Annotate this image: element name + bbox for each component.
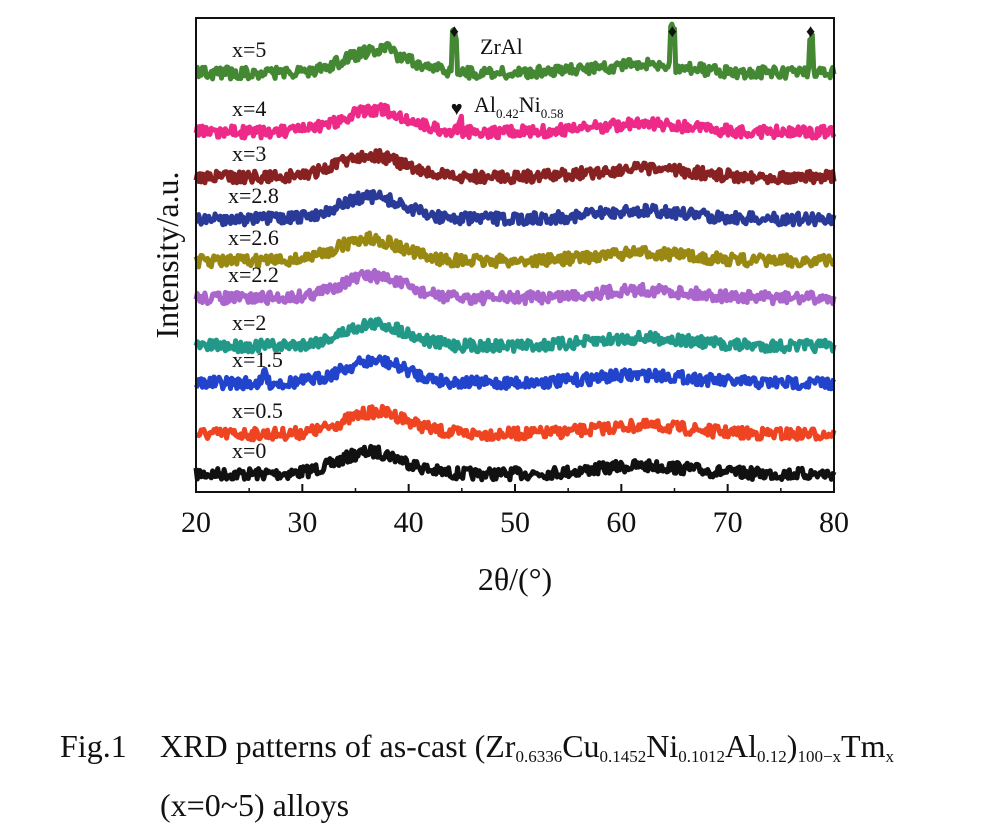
phase-markers: ♦ ♦ ♦ ZrAl ♥ Al0.42Ni0.58: [450, 21, 815, 121]
alni-label: Al0.42Ni0.58: [474, 92, 564, 121]
x-tick-label: 70: [713, 506, 743, 539]
series-line: [194, 21, 837, 82]
series-line: [193, 148, 837, 186]
zral-marker: ♦: [668, 21, 677, 41]
caption-text: Tm: [841, 728, 886, 764]
xrd-chart: 20 30 40 50 60 70 80 x=0 x=0.5 x=1.5 x=2 x=2.2 x=2.…: [149, 17, 849, 597]
caption-text: Ni: [646, 728, 679, 764]
plot-frame: [195, 17, 835, 493]
series-layer: [193, 21, 837, 483]
series-line: [194, 403, 837, 443]
caption-sub: 100−x: [797, 747, 842, 766]
x-axis-label: 2θ/(°): [478, 561, 552, 597]
series-line: [194, 189, 837, 228]
series-label: x=2.2: [228, 262, 279, 287]
x-tick-label: 40: [394, 506, 424, 539]
series-label: x=1.5: [232, 347, 283, 372]
caption-text: Al: [725, 728, 758, 764]
caption-text: Cu: [562, 728, 600, 764]
alni-marker: ♥: [451, 98, 463, 120]
series-label: x=0: [232, 438, 266, 463]
zral-marker: ♦: [806, 21, 815, 41]
series-line: [193, 443, 837, 483]
caption-line-1: Fig.1 XRD patterns of as-cast (Zr0.6336Cu…: [60, 722, 990, 781]
series-label: x=0.5: [232, 398, 283, 423]
series-labels: x=0 x=0.5 x=1.5 x=2 x=2.2 x=2.6 x=2.8 x=3 x=4 x=5: [228, 37, 283, 463]
caption-text: ): [786, 728, 798, 764]
caption-sub: 0.12: [757, 747, 787, 766]
x-ticks: 20 30 40 50 60 70 80: [181, 484, 849, 539]
series-label: x=2: [232, 310, 266, 335]
zral-marker: ♦: [450, 21, 459, 41]
series-line: [193, 230, 836, 270]
x-tick-label: 60: [606, 506, 636, 539]
y-axis-label: Intensity/a.u.: [149, 171, 185, 338]
series-line: [193, 102, 837, 141]
caption-sub: 0.6336: [515, 747, 563, 766]
x-tick-label: 80: [819, 506, 849, 539]
figure-caption: Fig.1 XRD patterns of as-cast (Zr0.6336Cu…: [60, 722, 990, 829]
zral-label: ZrAl: [480, 34, 523, 59]
series-line: [193, 316, 837, 355]
series-line: [193, 267, 837, 307]
caption-line-2: (x=0~5) alloys: [160, 787, 350, 823]
series-label: x=4: [232, 96, 266, 121]
series-label: x=5: [232, 37, 266, 62]
caption-text: XRD patterns of as-cast (Zr: [160, 728, 516, 764]
series-label: x=3: [232, 141, 266, 166]
series-label: x=2.6: [228, 225, 279, 250]
x-tick-label: 30: [287, 506, 317, 539]
caption-sub: 0.1012: [678, 747, 726, 766]
series-line: [193, 354, 837, 392]
caption-sub: x: [885, 747, 894, 766]
caption-sub: 0.1452: [599, 747, 647, 766]
x-tick-label: 50: [500, 506, 530, 539]
x-tick-label: 20: [181, 506, 211, 539]
series-label: x=2.8: [228, 183, 279, 208]
figure-number: Fig.1: [60, 728, 127, 764]
